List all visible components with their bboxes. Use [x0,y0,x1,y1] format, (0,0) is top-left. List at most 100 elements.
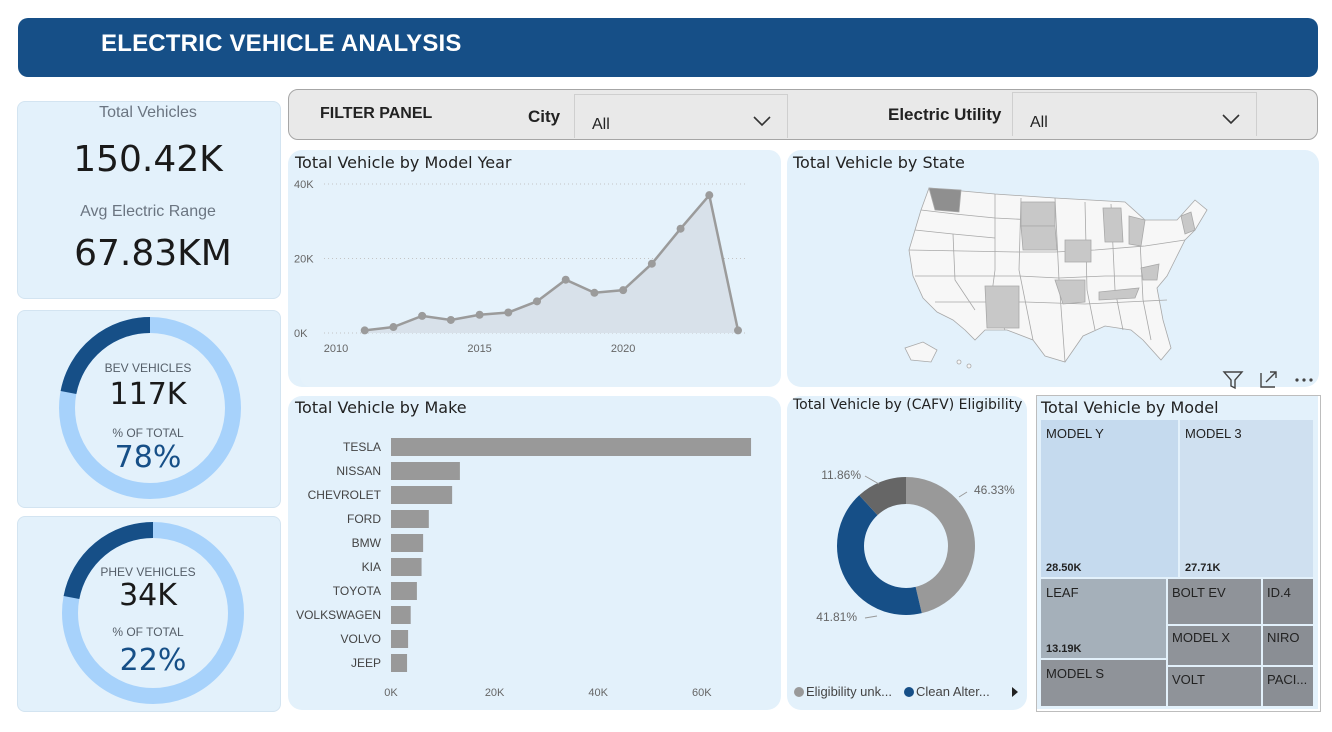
x-tick-label: 20K [485,687,505,699]
legend-label-unknown: Eligibility unk... [806,684,892,699]
treemap-tile-label: MODEL X [1172,630,1231,645]
data-point [647,259,656,268]
bev-value: 117K [109,377,187,412]
treemap-tile[interactable]: MODEL Y 28.50K [1041,420,1178,577]
data-point [619,286,628,295]
page-title: ELECTRIC VEHICLE ANALYSIS [101,30,462,57]
kpi-card [17,101,281,299]
phev-pct-label: % OF TOTAL [112,625,184,639]
treemap-tile[interactable]: MODEL X [1168,626,1261,665]
filter-icon[interactable] [1221,369,1245,391]
x-tick-label: 2020 [611,343,635,355]
bar [391,534,424,552]
make-chart[interactable]: TESLA NISSAN CHEVROLET FORD BMW KIA TOYOTA VOLK… [288,420,781,708]
treemap-tile[interactable]: ID.4 [1263,579,1313,624]
phev-pct: 22% [119,643,187,678]
avg-range-label: Avg Electric Range [80,203,216,220]
data-point [504,308,513,317]
x-tick-label: 0K [384,687,398,699]
leader-line [864,615,878,619]
donut-slice [906,477,975,614]
treemap-tile[interactable]: VOLT [1168,667,1261,706]
treemap-tile[interactable]: NIRO [1263,626,1313,665]
treemap-tile-label: LEAF [1046,585,1079,600]
treemap-tile[interactable]: MODEL 3 27.71K [1180,420,1313,577]
state-map-title: Total Vehicle by State [793,153,965,172]
slice-label: 41.81% [816,610,857,624]
legend-dot [794,687,804,697]
data-point [446,315,455,324]
cafv-legend: Eligibility unk... Clean Alter... [792,684,1022,702]
make-title: Total Vehicle by Make [295,398,467,417]
cafv-donut-chart[interactable]: 46.33% 41.81% 11.86% [787,420,1027,680]
treemap-tile[interactable]: PACI... [1263,667,1313,706]
bar [391,582,417,600]
us-map[interactable] [895,180,1215,375]
bev-pct-label: % OF TOTAL [112,426,184,440]
bar [391,558,422,576]
x-tick-label: 2015 [467,343,491,355]
category-label: TESLA [343,440,381,454]
donut-slice [859,477,906,516]
bar [391,630,409,648]
treemap-tile[interactable]: BOLT EV [1168,579,1261,624]
data-point [418,311,427,320]
category-label: FORD [347,512,381,526]
bar [391,654,408,672]
treemap-tile-label: BOLT EV [1172,585,1226,600]
treemap-tile[interactable]: MODEL S [1041,660,1166,706]
treemap-tile-value: 28.50K [1046,562,1082,574]
x-tick-label: 60K [692,687,712,699]
x-tick-label: 2010 [324,343,348,355]
phev-value: 34K [119,578,177,613]
leader-line [958,491,968,498]
category-label: KIA [362,560,381,574]
slice-label: 11.86% [821,468,861,482]
chevron-down-icon[interactable] [1222,113,1240,125]
treemap-tile-label: NIRO [1267,630,1300,645]
more-options-icon[interactable] [1292,369,1316,391]
data-point [389,323,398,332]
legend-label-clean: Clean Alter... [916,684,990,699]
utility-dropdown[interactable]: All [1012,92,1257,136]
phev-donut[interactable] [61,521,245,705]
model-treemap-title: Total Vehicle by Model [1041,398,1219,417]
treemap-tile[interactable]: LEAF 13.19K [1041,579,1166,658]
legend-dot [904,687,914,697]
utility-dropdown-value: All [1030,114,1048,131]
treemap-tile-label: MODEL Y [1046,426,1104,441]
y-tick-label: 20K [294,254,314,266]
category-label: TOYOTA [333,584,381,598]
bev-donut[interactable] [58,316,242,500]
category-label: BMW [352,536,382,550]
data-point [676,224,685,233]
model-year-chart[interactable]: 0K 20K 40K 2010 2015 2020 [288,170,781,385]
treemap-tile-label: MODEL 3 [1185,426,1242,441]
series-line [364,192,740,332]
category-label: NISSAN [336,464,381,478]
x-tick-label: 40K [588,687,608,699]
bar [391,486,453,504]
cafv-title: Total Vehicle by (CAFV) Eligibility [793,397,1023,413]
cafv-panel [787,396,1027,710]
bar [391,510,429,528]
data-point [705,191,714,200]
y-tick-label: 0K [294,328,308,340]
data-point [360,326,369,335]
chevron-down-icon[interactable] [753,115,771,127]
treemap-tile-value: 27.71K [1185,562,1221,574]
treemap-tile-label: VOLT [1172,672,1205,687]
avg-range-value: 67.83KM [74,233,232,274]
treemap-tile-label: ID.4 [1267,585,1291,600]
data-point [561,275,570,284]
focus-mode-icon[interactable] [1257,369,1281,391]
category-label: JEEP [351,656,381,670]
slice-label: 46.33% [974,483,1015,497]
bev-label: BEV VEHICLES [104,361,192,375]
city-dropdown[interactable]: All [574,94,788,138]
category-label: VOLKSWAGEN [296,608,381,622]
utility-slicer-label: Electric Utility [888,105,1002,124]
city-dropdown-value: All [592,116,610,133]
treemap-tile-label: PACI... [1267,672,1308,687]
legend-next-arrow-icon[interactable] [1011,686,1019,698]
